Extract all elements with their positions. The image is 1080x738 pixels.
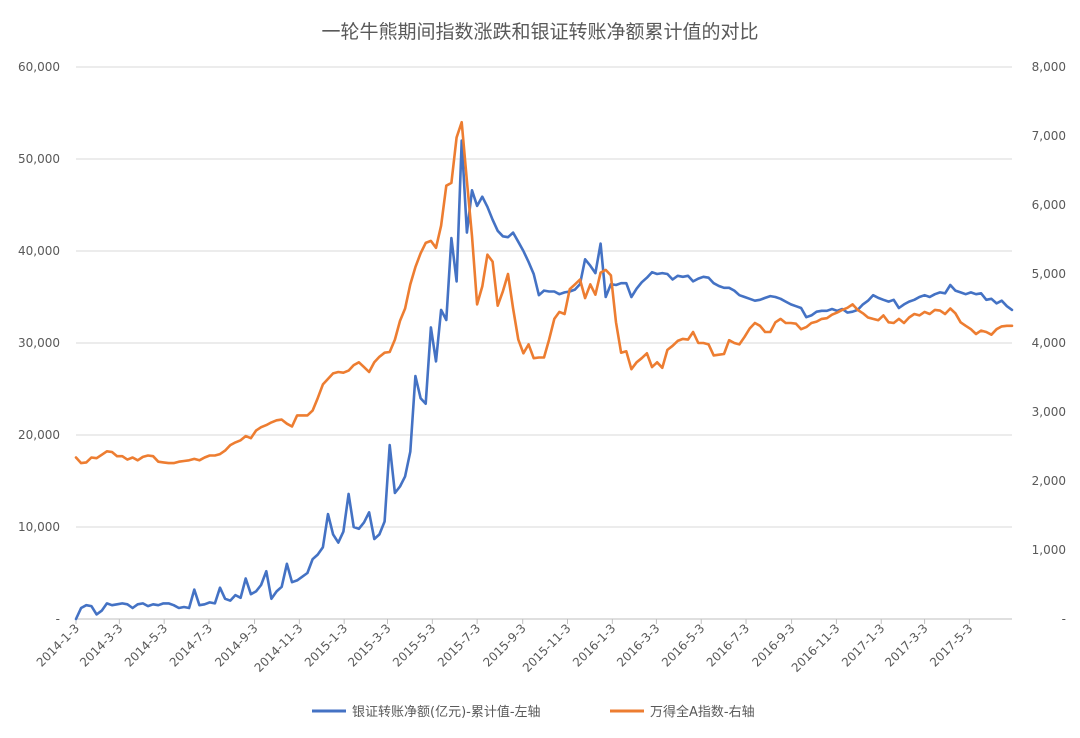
right-axis-tick-label: 2,000: [1032, 474, 1066, 488]
series-layer: [74, 120, 1014, 621]
chart-title: 一轮牛熊期间指数涨跌和银证转账净额累计值的对比: [321, 21, 758, 43]
left-axis-tick-label: 20,000: [18, 428, 60, 442]
right-axis-tick-label: 7,000: [1032, 129, 1066, 143]
series-line-2: [74, 120, 1014, 465]
legend-label: 银证转账净额(亿元)-累计值-左轴: [352, 704, 541, 720]
right-axis-ticks: - 1,000 2,000 3,000 4,000 5,000 6,000 7,000 8,00…: [1032, 60, 1066, 626]
series-line-1: [74, 139, 1014, 621]
right-axis-tick-label: -: [1062, 612, 1066, 626]
legend: 银证转账净额(亿元)-累计值-左轴 万得全A指数-右轴: [312, 704, 755, 720]
right-axis-tick-label: 5,000: [1032, 267, 1066, 281]
left-axis-tick-label: 50,000: [18, 152, 60, 166]
left-axis-tick-label: 10,000: [18, 520, 60, 534]
right-axis-tick-label: 1,000: [1032, 543, 1066, 557]
left-axis-ticks: - 10,000 20,000 30,000 40,000 50,000 60,000: [18, 60, 60, 626]
left-axis-tick-label: 30,000: [18, 336, 60, 350]
right-axis-tick-label: 8,000: [1032, 60, 1066, 74]
left-axis-tick-label: 60,000: [18, 60, 60, 74]
gridlines: [76, 66, 1012, 620]
right-axis-tick-label: 4,000: [1032, 336, 1066, 350]
left-axis-tick-label: 40,000: [18, 244, 60, 258]
right-axis-tick-label: 3,000: [1032, 405, 1066, 419]
right-axis-tick-label: 6,000: [1032, 198, 1066, 212]
legend-label: 万得全A指数-右轴: [650, 704, 755, 720]
left-axis-tick-label: -: [56, 612, 60, 626]
